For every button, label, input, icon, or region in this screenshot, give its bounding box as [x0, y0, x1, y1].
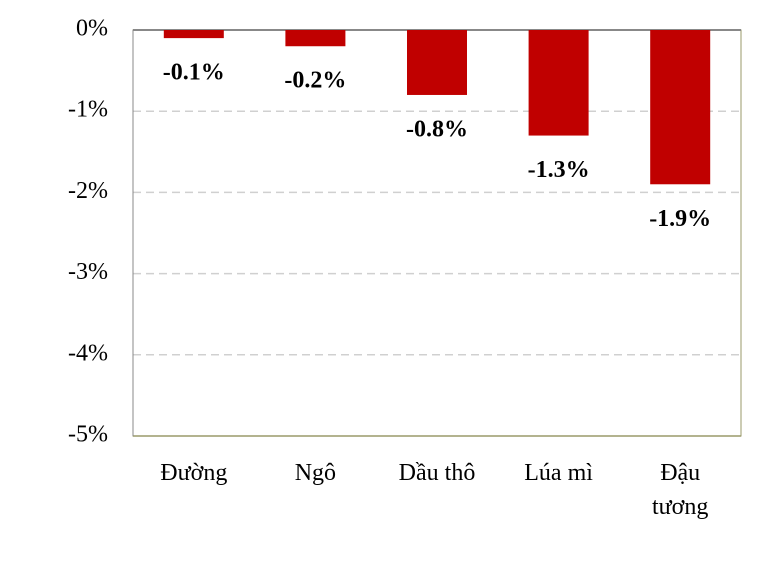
y-tick-label: -3%: [68, 259, 108, 285]
y-tick-label: -2%: [68, 178, 108, 204]
x-tick-label: Dầu thô: [398, 460, 476, 486]
x-tick-label: Đường: [160, 460, 228, 486]
x-tick-label: Đậu tương: [652, 460, 709, 520]
y-tick-label: -1%: [68, 97, 108, 123]
bar: [650, 30, 711, 185]
bar: [285, 30, 346, 47]
value-label: -1.9%: [649, 206, 711, 232]
x-tick-label: Lúa mì: [524, 460, 593, 486]
bar: [407, 30, 467, 95]
value-label: -0.2%: [284, 68, 346, 94]
value-label: -0.8%: [406, 116, 468, 142]
value-label: -1.3%: [528, 157, 590, 183]
y-tick-label: 0%: [76, 16, 108, 42]
value-label: -0.1%: [163, 60, 225, 86]
y-tick-label: -4%: [68, 340, 108, 366]
bar: [163, 30, 224, 39]
bar: [528, 30, 589, 136]
y-tick-label: -5%: [68, 422, 108, 448]
x-tick-label: Ngô: [294, 460, 337, 486]
